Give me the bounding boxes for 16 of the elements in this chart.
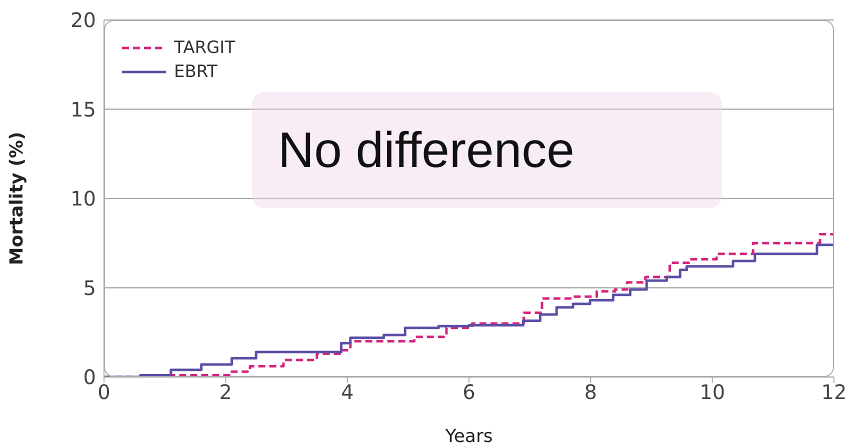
y-tick-label: 20 <box>70 8 96 32</box>
x-axis-title: Years <box>444 426 493 444</box>
annotation: No difference <box>278 121 574 180</box>
y-axis-title: Mortality (%) <box>6 132 28 266</box>
y-tick-label: 5 <box>83 276 96 300</box>
x-tick-label: 8 <box>584 380 598 404</box>
x-tick-label: 4 <box>340 380 354 404</box>
x-tick-label: 6 <box>462 380 476 404</box>
y-tick-label: 0 <box>83 365 96 390</box>
legend-label: TARGIT <box>174 37 236 60</box>
legend-label: EBRT <box>174 61 218 84</box>
x-tick-label: 2 <box>219 380 232 404</box>
y-tick-label: 10 <box>70 186 96 211</box>
x-tick-label: 12 <box>821 380 847 404</box>
y-tick-label: 15 <box>70 97 96 122</box>
x-tick-label: 10 <box>700 380 726 404</box>
